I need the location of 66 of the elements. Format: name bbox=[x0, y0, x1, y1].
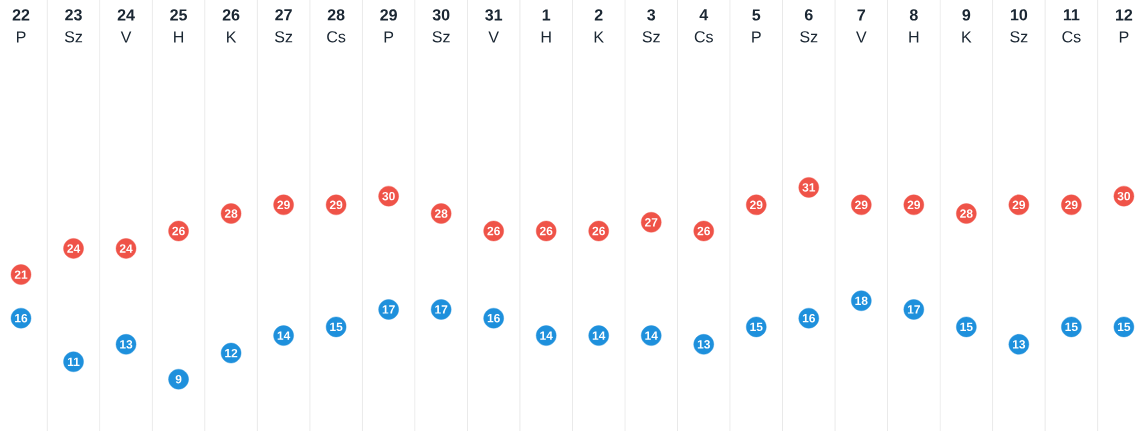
data-label: 18 bbox=[855, 296, 868, 305]
x-tick-label: 26 K bbox=[222, 9, 240, 43]
data-label: 28 bbox=[224, 209, 238, 218]
x-tick-label: 11 Cs bbox=[1062, 9, 1081, 43]
x-tick-label: 10 Sz bbox=[1010, 9, 1028, 43]
x-tick-label: 24 V bbox=[117, 9, 135, 43]
x-tick-label: 6 Sz bbox=[800, 9, 818, 43]
data-label: 28 bbox=[960, 209, 973, 218]
data-label: 13 bbox=[697, 340, 710, 349]
data-label: 26 bbox=[539, 226, 553, 236]
data-label: 15 bbox=[1117, 322, 1131, 332]
data-label: 15 bbox=[960, 322, 973, 332]
data-label: 24 bbox=[67, 244, 81, 253]
data-label: 15 bbox=[330, 322, 343, 332]
x-tick-label: 25 H bbox=[170, 9, 188, 43]
data-label: 29 bbox=[907, 200, 921, 210]
x-tick-label: 28 Cs bbox=[327, 9, 346, 43]
data-label: 26 bbox=[592, 226, 605, 236]
data-label: 16 bbox=[802, 313, 816, 323]
data-label: 12 bbox=[225, 348, 238, 358]
data-label: 29 bbox=[1012, 200, 1026, 210]
data-label: 26 bbox=[487, 226, 500, 236]
x-tick-label: 29 P bbox=[380, 9, 397, 43]
x-tick-label: 22 P bbox=[12, 9, 30, 43]
data-label: 29 bbox=[277, 200, 290, 210]
data-label: 24 bbox=[119, 244, 133, 253]
data-label: 17 bbox=[435, 305, 448, 314]
x-tick-label: 23 Sz bbox=[64, 9, 83, 43]
data-label: 29 bbox=[1065, 200, 1078, 210]
data-label: 26 bbox=[697, 226, 710, 236]
x-tick-label: 8 H bbox=[909, 9, 919, 43]
x-tick-label: 1 H bbox=[541, 9, 551, 43]
data-label: 11 bbox=[67, 357, 80, 366]
x-tick-label: 4 Cs bbox=[694, 9, 713, 43]
data-label: 13 bbox=[1012, 340, 1026, 349]
data-label: 15 bbox=[1065, 322, 1078, 332]
data-label: 14 bbox=[592, 331, 606, 340]
x-tick-label: 30 Sz bbox=[432, 9, 450, 43]
data-label: 17 bbox=[382, 305, 395, 314]
data-label: 29 bbox=[329, 200, 343, 210]
x-tick-label: 31 V bbox=[485, 9, 503, 43]
data-label: 30 bbox=[382, 191, 395, 201]
data-label: 17 bbox=[907, 305, 920, 314]
data-label: 26 bbox=[172, 226, 185, 236]
data-label: 9 bbox=[175, 374, 182, 384]
x-tick-label: 2 K bbox=[594, 9, 604, 43]
data-label: 29 bbox=[855, 200, 868, 210]
x-tick-label: 3 Sz bbox=[642, 9, 660, 43]
x-tick-label: 9 K bbox=[962, 9, 972, 43]
data-label: 28 bbox=[434, 209, 448, 218]
data-label: 30 bbox=[1117, 191, 1131, 201]
x-tick-label: 12 P bbox=[1116, 9, 1133, 43]
x-tick-label: 27 Sz bbox=[274, 9, 293, 43]
data-label: 15 bbox=[750, 322, 763, 332]
data-label: 13 bbox=[120, 340, 133, 349]
data-label: 31 bbox=[802, 183, 816, 192]
data-label: 14 bbox=[645, 331, 658, 340]
x-tick-label: 5 P bbox=[752, 9, 761, 43]
data-label: 14 bbox=[540, 331, 553, 340]
data-label: 27 bbox=[644, 218, 658, 227]
data-label: 16 bbox=[487, 313, 500, 323]
data-label: 14 bbox=[277, 331, 291, 340]
data-label: 16 bbox=[15, 313, 28, 323]
data-label: 29 bbox=[750, 200, 763, 210]
data-label: 21 bbox=[14, 270, 28, 279]
x-tick-label: 7 V bbox=[856, 9, 867, 43]
